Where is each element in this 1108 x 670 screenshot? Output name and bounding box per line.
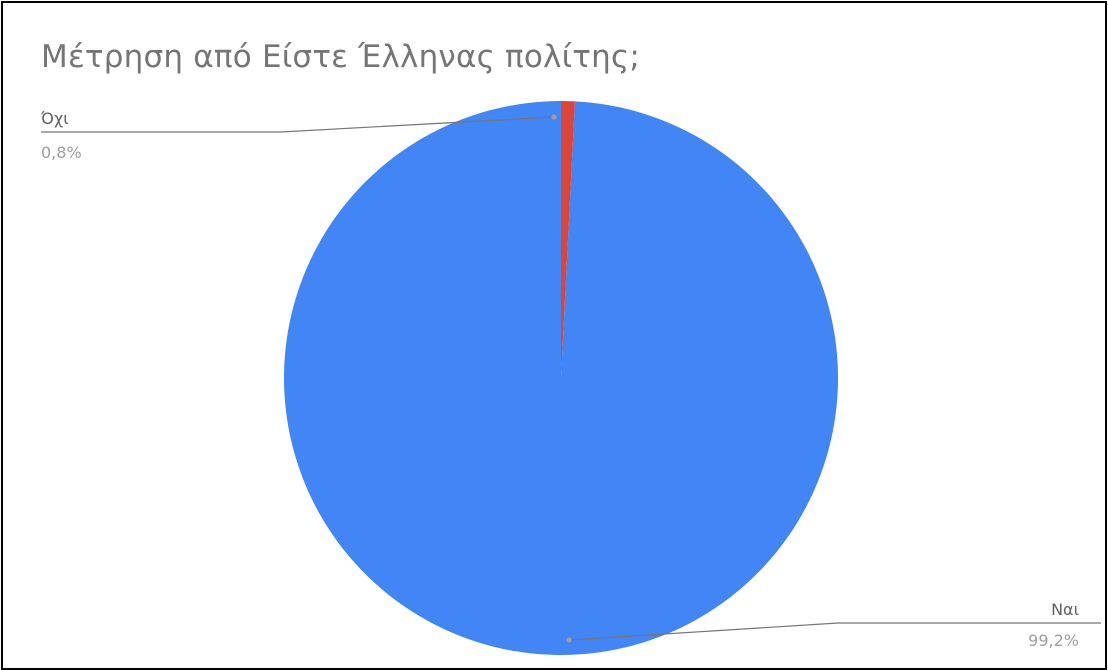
slice-percent-label: 99,2% (1028, 631, 1079, 650)
leader-dot (551, 114, 557, 120)
slice-label: Ναι (1051, 600, 1079, 619)
chart-title: Μέτρηση από Είστε Έλληνας πολίτης; (41, 39, 641, 75)
labels-layer: Ναι 99,2% Όχι 0,8% (40, 109, 1079, 650)
slice-label: Όχι (40, 109, 69, 128)
pie-chart: Ναι 99,2% Όχι 0,8% (40, 101, 1101, 655)
slices-layer (284, 101, 839, 655)
pie-slice-yes (284, 101, 839, 655)
leader-line (41, 116, 555, 133)
leader-line (568, 622, 1101, 641)
leaders-layer (41, 114, 1101, 643)
pie-slice-no (561, 101, 575, 378)
slice-percent-label: 0,8% (41, 143, 82, 162)
leader-dot (566, 637, 572, 643)
